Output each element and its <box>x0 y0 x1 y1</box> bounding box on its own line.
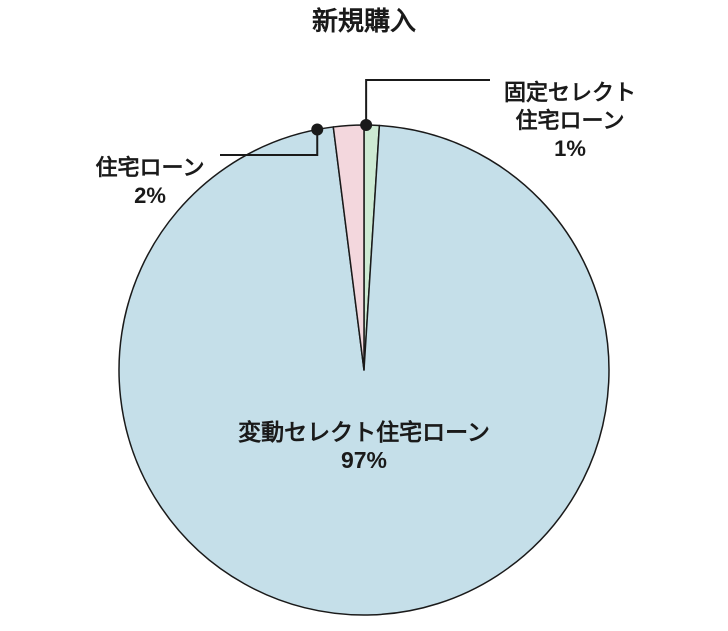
leader-line <box>366 80 490 125</box>
leader-dot <box>311 124 323 136</box>
pie-slices <box>119 125 609 615</box>
leader-dot <box>360 119 372 131</box>
chart-title: 新規購入 <box>312 6 416 36</box>
slice-label: 固定セレクト住宅ローン1% <box>504 80 636 161</box>
